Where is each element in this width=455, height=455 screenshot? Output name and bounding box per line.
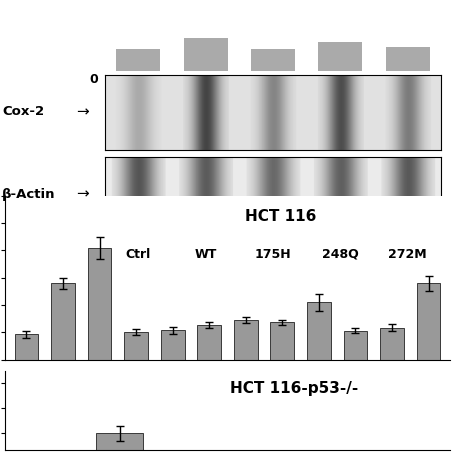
Text: Ctrl: Ctrl xyxy=(126,248,151,261)
Bar xyxy=(270,322,294,360)
Text: HCT 116: HCT 116 xyxy=(245,209,317,224)
Bar xyxy=(116,49,160,71)
Text: →: → xyxy=(76,187,89,202)
Bar xyxy=(124,332,148,360)
Bar xyxy=(161,330,185,360)
Text: 272M: 272M xyxy=(389,248,427,261)
Text: 175H: 175H xyxy=(255,248,291,261)
Bar xyxy=(15,334,38,360)
Text: 0: 0 xyxy=(89,73,98,86)
Bar xyxy=(251,49,295,71)
Bar xyxy=(51,283,75,360)
Text: 248Q: 248Q xyxy=(322,248,359,261)
Text: β-Actin: β-Actin xyxy=(2,188,56,201)
Bar xyxy=(307,303,331,360)
Bar xyxy=(88,248,111,360)
Bar xyxy=(96,433,143,455)
Text: HCT 116-p53-/-: HCT 116-p53-/- xyxy=(230,380,359,395)
Bar xyxy=(344,330,367,360)
Bar xyxy=(184,38,228,71)
Bar xyxy=(380,328,404,360)
Bar xyxy=(386,46,430,71)
Bar xyxy=(197,325,221,360)
Text: WT: WT xyxy=(194,248,217,261)
Bar xyxy=(234,320,258,360)
Bar xyxy=(417,283,440,360)
Text: Cox-2: Cox-2 xyxy=(2,105,45,118)
Bar xyxy=(318,42,362,71)
Text: →: → xyxy=(76,104,89,119)
